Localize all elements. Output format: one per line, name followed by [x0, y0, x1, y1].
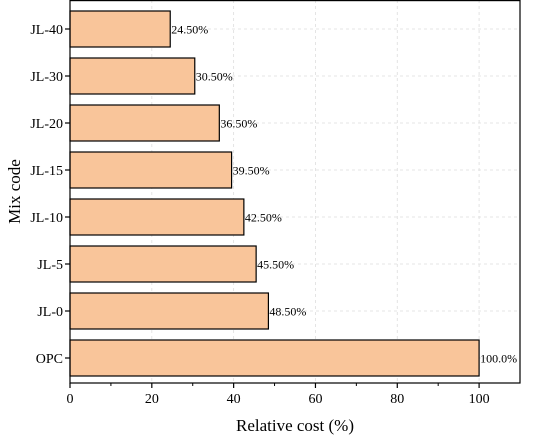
y-axis: JL-40 JL-30 JL-20 JL-15 JL-10 JL-5 JL-0 OPC: [30, 23, 70, 367]
plot-frame: [69, 0, 521, 384]
bar-jl-0: [69, 292, 270, 330]
y-tick-label: OPC: [36, 352, 63, 367]
bar-opc: [69, 339, 480, 377]
bar-jl-30: [69, 57, 196, 95]
data-label-jl-20: 36.50%: [220, 117, 257, 131]
data-label-jl-10: 42.50%: [245, 211, 282, 225]
bar-jl-15: [69, 151, 233, 189]
x-tick-label: 60: [308, 392, 322, 407]
bar-jl-20: [69, 104, 220, 142]
y-tick-label: JL-20: [30, 117, 63, 132]
bar-jl-5: [69, 245, 257, 283]
data-label-jl-30: 30.50%: [196, 70, 233, 84]
bar-group: [69, 10, 480, 377]
x-axis-title: Relative cost (%): [236, 416, 354, 435]
x-tick-label: 40: [227, 392, 241, 407]
data-label-group: 24.50% 30.50% 36.50% 39.50% 42.50% 45.50% 48.5…: [171, 23, 517, 366]
y-tick-label: JL-5: [37, 258, 63, 273]
y-tick-label: JL-40: [30, 23, 63, 38]
x-tick-label: 0: [67, 392, 74, 407]
y-tick-label: JL-30: [30, 70, 63, 85]
data-label-opc: 100.0%: [480, 352, 517, 366]
bar-jl-10: [69, 198, 245, 236]
x-tick-label: 100: [469, 392, 490, 407]
data-label-jl-40: 24.50%: [171, 23, 208, 37]
x-axis: 0 20 40 60 80 100: [67, 383, 490, 407]
y-tick-label: JL-15: [30, 164, 63, 179]
y-axis-title: Mix code: [5, 159, 24, 224]
data-label-jl-0: 48.50%: [269, 305, 306, 319]
bar-jl-40: [69, 10, 171, 48]
data-label-jl-5: 45.50%: [257, 258, 294, 272]
data-label-jl-15: 39.50%: [233, 164, 270, 178]
x-tick-label: 80: [390, 392, 404, 407]
y-tick-label: JL-10: [30, 211, 63, 226]
x-tick-label: 20: [145, 392, 159, 407]
y-tick-label: JL-0: [37, 305, 63, 320]
